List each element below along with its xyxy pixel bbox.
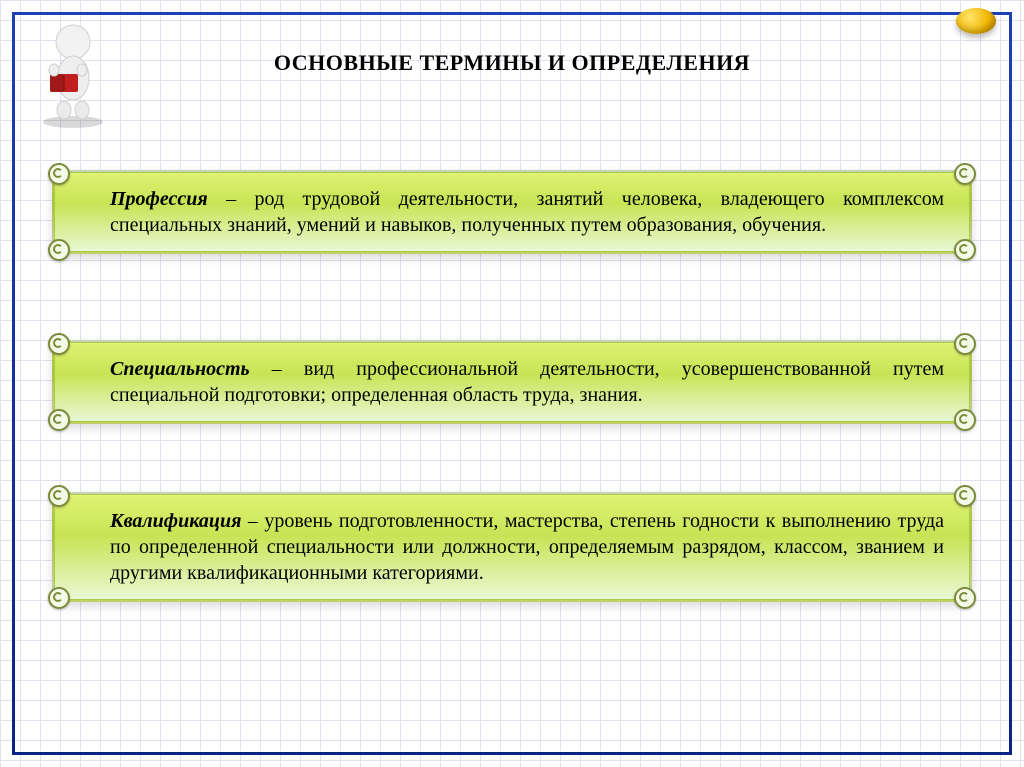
slide-page: ОСНОВНЫЕ ТЕРМИНЫ И ОПРЕДЕЛЕНИЯ Профессия… — [0, 0, 1024, 767]
term-label: Специальность — [110, 358, 250, 380]
definition-card: Профессия – род трудовой деятельности, з… — [52, 170, 972, 254]
scroll-curl-icon — [48, 587, 70, 609]
scroll-curl-icon — [48, 333, 70, 355]
scroll-curl-icon — [954, 333, 976, 355]
definition-card: Специальность – вид профессиональной дея… — [52, 340, 972, 424]
term-label: Квалификация — [110, 510, 241, 532]
coin-icon — [956, 8, 996, 34]
scroll-curl-icon — [954, 163, 976, 185]
scroll-curl-icon — [954, 409, 976, 431]
definition-text: – род трудовой деятельности, занятий чел… — [110, 188, 944, 236]
scroll-curl-icon — [954, 485, 976, 507]
scroll-curl-icon — [48, 409, 70, 431]
definition-card: Квалификация – уровень подготовленности,… — [52, 492, 972, 602]
scroll-curl-icon — [48, 485, 70, 507]
scroll-curl-icon — [48, 163, 70, 185]
term-label: Профессия — [110, 188, 208, 210]
scroll-curl-icon — [954, 587, 976, 609]
scroll-curl-icon — [48, 239, 70, 261]
scroll-curl-icon — [954, 239, 976, 261]
slide-title: ОСНОВНЫЕ ТЕРМИНЫ И ОПРЕДЕЛЕНИЯ — [0, 50, 1024, 76]
